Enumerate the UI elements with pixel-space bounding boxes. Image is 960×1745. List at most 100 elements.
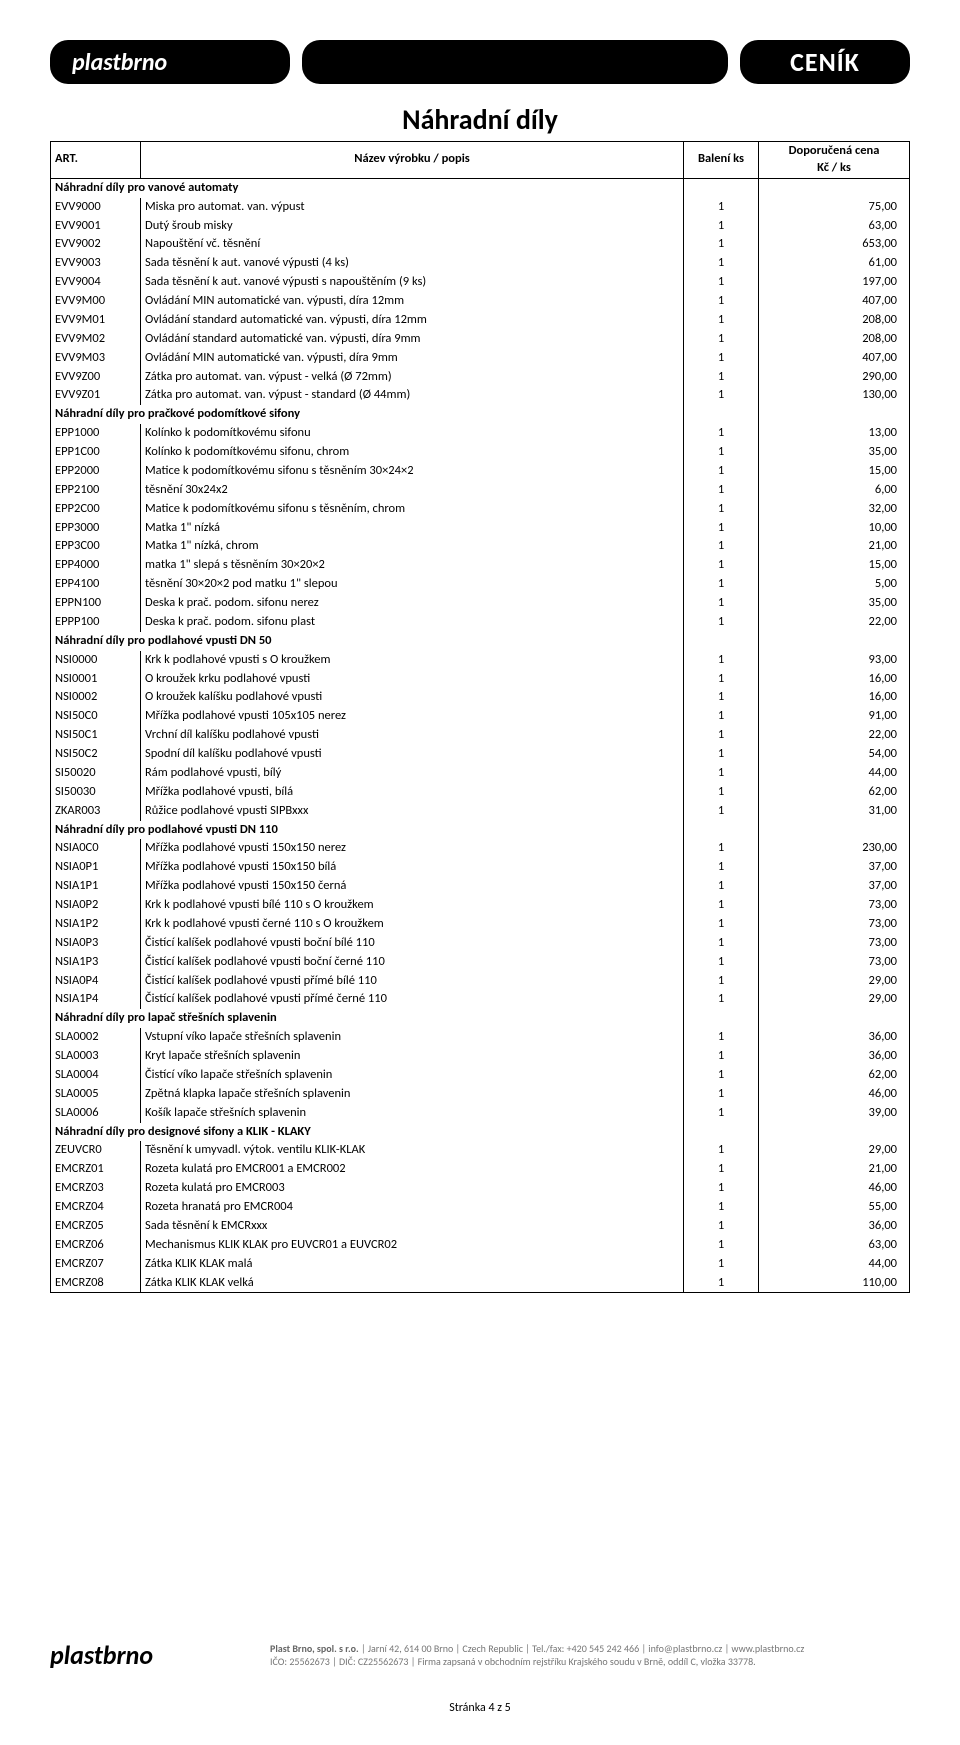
table-row: EVV9M03Ovládání MIN automatické van. výp… bbox=[51, 349, 909, 368]
table-row: ZEUVCR0Těsnění k umyvadl. výtok. ventilu… bbox=[51, 1141, 909, 1160]
cell-art: EMCRZ06 bbox=[51, 1236, 141, 1255]
table-row: EPP2100těsnění 30x24x216,00 bbox=[51, 481, 909, 500]
cell-art: EVV9003 bbox=[51, 254, 141, 273]
table-row: NSI0002O kroužek kalíšku podlahové vpust… bbox=[51, 688, 909, 707]
cell-price: 230,00 bbox=[759, 839, 909, 858]
cell-name: Zátka pro automat. van. výpust - standar… bbox=[141, 386, 684, 405]
cell-price: 29,00 bbox=[759, 990, 909, 1009]
cell-art: EPP3C00 bbox=[51, 537, 141, 556]
table-row: EPPP100Deska k prač. podom. sifonu plast… bbox=[51, 613, 909, 632]
cell-name: O kroužek krku podlahové vpusti bbox=[141, 670, 684, 689]
cell-pack: 1 bbox=[684, 443, 759, 462]
cell-pack: 1 bbox=[684, 1160, 759, 1179]
table-row: EVV9004Sada těsnění k aut. vanové výpust… bbox=[51, 273, 909, 292]
table-row: EPPN100Deska k prač. podom. sifonu nerez… bbox=[51, 594, 909, 613]
cell-name: Kolínko k podomítkovému sifonu, chrom bbox=[141, 443, 684, 462]
cell-name: Rám podlahové vpusti, bílý bbox=[141, 764, 684, 783]
cell-pack: 1 bbox=[684, 651, 759, 670]
footer-logo: plastbrno bbox=[50, 1639, 250, 1671]
cell-price: 61,00 bbox=[759, 254, 909, 273]
cell-art: EMCRZ01 bbox=[51, 1160, 141, 1179]
cell-art: EPP3000 bbox=[51, 519, 141, 538]
cell-name: Růžice podlahové vpusti SIPBxxx bbox=[141, 802, 684, 821]
cell-price: 93,00 bbox=[759, 651, 909, 670]
cell-price: 44,00 bbox=[759, 764, 909, 783]
cell-pack: 1 bbox=[684, 330, 759, 349]
cell-art: NSIA1P1 bbox=[51, 877, 141, 896]
cell-pack: 1 bbox=[684, 217, 759, 236]
cell-price: 73,00 bbox=[759, 896, 909, 915]
cell-name: Matice k podomítkovému sifonu s těsněním… bbox=[141, 500, 684, 519]
cell-pack: 1 bbox=[684, 273, 759, 292]
col-header-price: Doporučená cena Kč / ks bbox=[759, 142, 909, 178]
cell-pack: 1 bbox=[684, 707, 759, 726]
cell-pack: 1 bbox=[684, 462, 759, 481]
cell-name: Ovládání standard automatické van. výpus… bbox=[141, 330, 684, 349]
cell-price: 290,00 bbox=[759, 368, 909, 387]
cell-art: SI50020 bbox=[51, 764, 141, 783]
cell-art: EPP4000 bbox=[51, 556, 141, 575]
cell-price: 37,00 bbox=[759, 858, 909, 877]
cell-name: Mechanismus KLIK KLAK pro EUVCR01 a EUVC… bbox=[141, 1236, 684, 1255]
cell-pack: 1 bbox=[684, 368, 759, 387]
cell-art: EVV9Z00 bbox=[51, 368, 141, 387]
table-row: EPP1000Kolínko k podomítkovému sifonu113… bbox=[51, 424, 909, 443]
cell-pack: 1 bbox=[684, 1085, 759, 1104]
cell-name: Sada těsnění k aut. vanové výpusti (4 ks… bbox=[141, 254, 684, 273]
cell-name: Matice k podomítkovému sifonu s těsněním… bbox=[141, 462, 684, 481]
cell-art: NSI0002 bbox=[51, 688, 141, 707]
cell-price: 63,00 bbox=[759, 217, 909, 236]
header-bar: plastbrno CENÍK bbox=[50, 40, 910, 84]
cell-art: EPP2100 bbox=[51, 481, 141, 500]
cell-pack: 1 bbox=[684, 594, 759, 613]
cell-art: ZEUVCR0 bbox=[51, 1141, 141, 1160]
table-row: EVV9003Sada těsnění k aut. vanové výpust… bbox=[51, 254, 909, 273]
cell-art: EPP2C00 bbox=[51, 500, 141, 519]
cell-price: 29,00 bbox=[759, 972, 909, 991]
cell-art: NSI50C1 bbox=[51, 726, 141, 745]
cell-pack: 1 bbox=[684, 839, 759, 858]
cell-art: EVV9M00 bbox=[51, 292, 141, 311]
table-row: EPP4100těsnění 30×20×2 pod matku 1" slep… bbox=[51, 575, 909, 594]
section-price-empty bbox=[759, 1009, 909, 1028]
footer: plastbrno Plast Brno, spol. s r.o. | Jar… bbox=[50, 1633, 910, 1671]
cell-price: 208,00 bbox=[759, 330, 909, 349]
cell-art: SLA0004 bbox=[51, 1066, 141, 1085]
cell-art: NSI50C0 bbox=[51, 707, 141, 726]
section-header: Náhradní díly pro lapač střešních splave… bbox=[51, 1009, 909, 1028]
cell-name: Sada těsnění k EMCRxxx bbox=[141, 1217, 684, 1236]
cell-pack: 1 bbox=[684, 235, 759, 254]
cell-price: 32,00 bbox=[759, 500, 909, 519]
cell-name: Spodní díl kalíšku podlahové vpusti bbox=[141, 745, 684, 764]
cell-pack: 1 bbox=[684, 745, 759, 764]
table-row: SI50030Mřížka podlahové vpusti, bílá162,… bbox=[51, 783, 909, 802]
cell-pack: 1 bbox=[684, 500, 759, 519]
section-pack-empty bbox=[684, 821, 759, 840]
page-number: Stránka 4 z 5 bbox=[50, 1701, 910, 1715]
cell-price: 208,00 bbox=[759, 311, 909, 330]
cell-name: Matka 1" nízká bbox=[141, 519, 684, 538]
section-pack-empty bbox=[684, 1009, 759, 1028]
section-price-empty bbox=[759, 1123, 909, 1142]
cell-art: EMCRZ07 bbox=[51, 1255, 141, 1274]
cell-art: ZKAR003 bbox=[51, 802, 141, 821]
cell-name: Čistící kalíšek podlahové vpusti přímé č… bbox=[141, 990, 684, 1009]
footer-line2: IČO: 25562673 | DIČ: CZ25562673 | Firma … bbox=[270, 1655, 910, 1668]
cell-pack: 1 bbox=[684, 1141, 759, 1160]
table-row: NSIA1P4Čistící kalíšek podlahové vpusti … bbox=[51, 990, 909, 1009]
cell-name: Rozeta kulatá pro EMCR001 a EMCR002 bbox=[141, 1160, 684, 1179]
cell-name: Čistící kalíšek podlahové vpusti boční č… bbox=[141, 953, 684, 972]
table-row: SLA0002Vstupní víko lapače střešních spl… bbox=[51, 1028, 909, 1047]
cell-art: NSIA0C0 bbox=[51, 839, 141, 858]
section-price-empty bbox=[759, 179, 909, 198]
cell-pack: 1 bbox=[684, 198, 759, 217]
table-row: EPP3C00Matka 1" nízká, chrom121,00 bbox=[51, 537, 909, 556]
cell-name: Ovládání MIN automatické van. výpusti, d… bbox=[141, 349, 684, 368]
col-header-art: ART. bbox=[51, 142, 141, 178]
cell-price: 407,00 bbox=[759, 292, 909, 311]
cell-art: EMCRZ04 bbox=[51, 1198, 141, 1217]
cell-art: EPPN100 bbox=[51, 594, 141, 613]
cell-pack: 1 bbox=[684, 349, 759, 368]
cell-name: Rozeta kulatá pro EMCR003 bbox=[141, 1179, 684, 1198]
cell-name: Zátka KLIK KLAK velká bbox=[141, 1274, 684, 1293]
